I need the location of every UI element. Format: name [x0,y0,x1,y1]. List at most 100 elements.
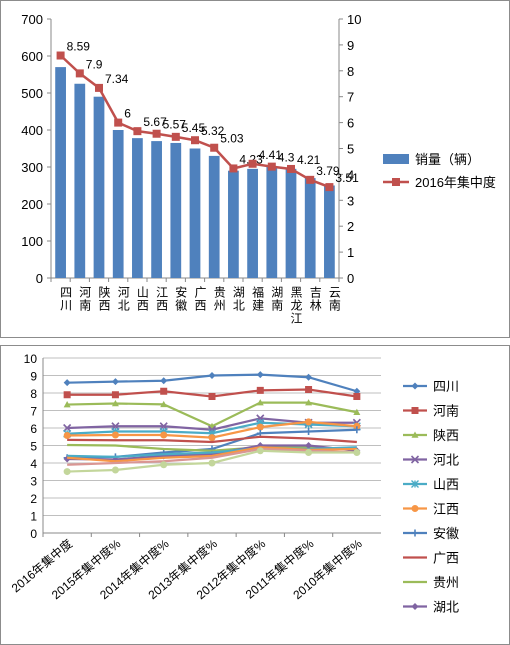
marker-吉林 [63,468,71,476]
marker-安徽 [353,426,361,434]
line-marker-湖南 [267,162,276,171]
bar-贵州 [208,155,220,278]
category-label: 江西 [155,286,169,312]
left-tick-label: 200 [21,197,43,212]
legend-marker-江西 [411,505,419,512]
data-label: 5.45 [182,121,206,135]
y-tick-label: 4 [30,457,37,471]
category-label: 陕西 [97,285,111,312]
y-tick-label: 1 [30,510,37,524]
line-series-广西 [67,435,357,444]
bar-湖北 [228,170,239,278]
marker-河南 [63,391,71,399]
line-marker-江西 [152,129,161,138]
line-marker-山西 [133,127,142,136]
right-tick-label: 2 [347,219,354,234]
legend-label-河北: 河北 [433,453,459,468]
line-marker-云南 [325,183,334,192]
y-tick-label: 0 [30,527,37,541]
data-label: 7.9 [86,57,103,71]
category-label: 吉林 [308,286,322,312]
legend-marker-安徽 [411,529,419,537]
bar-河北 [112,130,124,278]
data-label: 4.21 [297,153,321,167]
data-label: 5.67 [143,115,167,129]
legend-label-贵州: 贵州 [433,575,459,590]
category-label: 河南 [78,286,92,312]
marker-湖北 [305,442,313,449]
bar-line-chart-panel: 0 100 200 300 400 500 600 700 0 1 2 3 4 5 6 7 8 9 10 8.59 7.… [0,0,510,338]
marker-陕西 [305,399,313,406]
legend-line-marker [392,178,400,186]
category-label: 四川 [59,286,73,312]
data-label: 5.32 [201,124,225,138]
marker-陕西 [63,401,71,408]
bar-山西 [132,138,143,278]
y-tick-label: 9 [30,370,37,384]
y-tick-label: 8 [30,387,37,401]
marker-四川 [63,379,71,387]
y-tick-label: 7 [30,405,37,419]
right-tick-label: 4 [347,167,354,182]
legend-bar-swatch [383,154,409,164]
category-label: 湖南 [270,285,284,312]
marker-陕西 [256,399,264,406]
marker-吉林 [353,449,361,456]
marker-吉林 [160,461,168,469]
left-tick-label: 300 [21,160,43,175]
bar-河南 [74,83,86,278]
multi-line-chart: 0123456789102016年集中度2015年集中度%2014年集中度%20… [8,352,459,615]
left-tick-label: 600 [21,49,43,64]
data-label: 4.3 [278,151,295,165]
category-label: 云南 [327,286,341,312]
left-tick-label: 700 [21,12,43,27]
marker-吉林 [111,466,119,474]
marker-江西 [111,431,119,439]
right-tick-label: 9 [347,38,354,53]
marker-河南 [353,393,361,400]
line-marker-河北 [114,118,123,127]
legend-marker-湖北 [411,603,419,610]
line-marker-湖北 [229,164,238,173]
left-tick-label: 0 [36,271,43,286]
marker-江西 [208,434,216,442]
marker-安徽 [305,428,313,435]
y-tick-label: 3 [30,475,37,489]
legend-marker-河南 [411,407,419,414]
category-label: 湖北 [231,285,245,312]
category-label: 山西 [135,286,149,312]
legend-marker-河北 [410,455,420,464]
marker-陕西 [111,400,119,407]
marker-四川 [256,371,264,379]
marker-江西 [305,418,313,426]
data-label: 8.59 [67,40,91,54]
data-label: 5.03 [220,132,244,146]
legend-line-label: 2016年集中度 [415,175,496,190]
category-label: 福建 [251,285,265,312]
right-tick-label: 10 [347,12,361,27]
data-label: 6 [124,107,131,121]
marker-四川 [208,372,216,379]
category-label: 黑龙江 [289,286,303,325]
bar-陕西 [93,96,105,278]
bar-福建 [247,168,258,278]
legend-bar-label: 销量（辆） [415,152,480,167]
legend-label-河南: 河南 [433,404,459,419]
right-tick-label: 5 [347,142,354,157]
marker-江西 [160,431,168,439]
line-marker-贵州 [210,143,219,152]
marker-吉林 [208,459,216,467]
multi-line-chart-panel: 0 1 2 3 4 5 6 7 8 9 10 2016年集中度 2015年集中度% 2014年集中度% 20… [0,345,510,645]
legend-marker-陕西 [411,431,419,438]
left-tick-label: 500 [21,86,43,101]
line-marker-陕西 [95,83,103,92]
legend-label-山西: 山西 [433,477,459,492]
marker-吉林 [305,449,313,456]
right-tick-label: 3 [347,193,354,208]
marker-河南 [160,387,168,395]
marker-河北 [63,423,72,433]
legend-label-四川: 四川 [433,379,459,394]
legend-marker-山西 [411,480,419,488]
y-tick-label: 5 [30,440,37,454]
marker-河南 [111,391,119,399]
